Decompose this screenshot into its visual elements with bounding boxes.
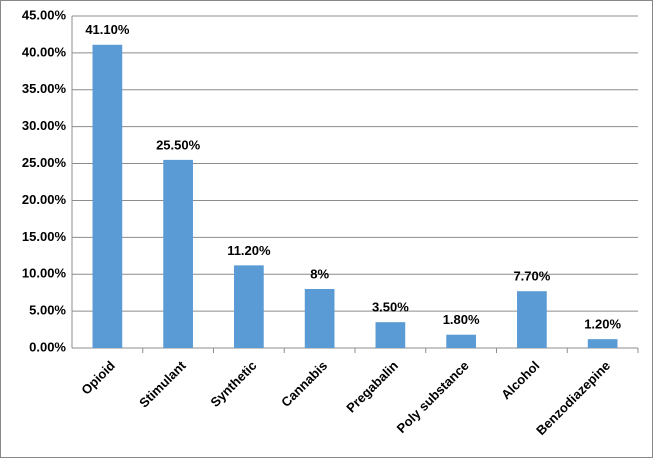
y-tick-label: 20.00% (22, 192, 67, 207)
y-tick-label: 40.00% (22, 44, 67, 59)
bar (517, 291, 547, 348)
bar (92, 44, 123, 348)
y-tick-label: 5.00% (29, 303, 66, 318)
value-label: 41.10% (85, 22, 130, 37)
value-label: 1.80% (443, 312, 480, 327)
bar (304, 288, 335, 348)
value-label: 3.50% (372, 300, 409, 315)
y-tick-label: 0.00% (29, 339, 66, 354)
y-tick-label: 10.00% (22, 266, 67, 281)
bar (163, 159, 193, 348)
y-tick-label: 35.00% (22, 81, 67, 96)
y-tick-label: 45.00% (22, 7, 67, 22)
value-label: 11.20% (227, 243, 271, 258)
value-label: 1.20% (584, 317, 621, 332)
bar (446, 334, 476, 348)
y-tick-label: 30.00% (22, 118, 67, 133)
bar (375, 322, 406, 348)
bar (587, 339, 618, 348)
value-label: 8% (310, 266, 329, 281)
value-label: 7.70% (513, 269, 550, 284)
bar (234, 265, 264, 348)
value-label: 25.50% (156, 137, 201, 152)
y-tick-label: 15.00% (22, 229, 67, 244)
y-tick-label: 25.00% (22, 155, 67, 170)
